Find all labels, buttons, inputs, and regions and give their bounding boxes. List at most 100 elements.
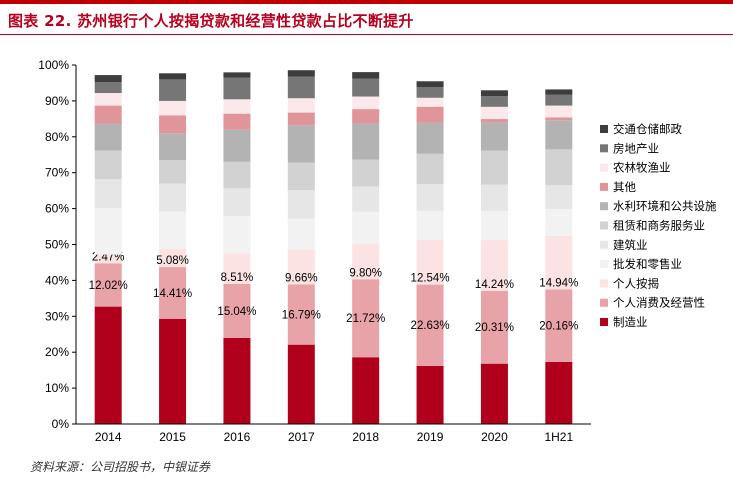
bar-segment xyxy=(223,188,251,216)
bar-segment xyxy=(352,109,380,124)
bar-segment xyxy=(159,183,187,212)
data-label: 20.16% xyxy=(539,321,578,333)
legend-swatch xyxy=(600,279,608,288)
bar-segment xyxy=(480,106,508,120)
legend-swatch xyxy=(600,125,608,133)
legend-label: 批发和零售业 xyxy=(613,257,682,271)
bar-segment xyxy=(223,77,251,100)
bar-segment xyxy=(480,96,508,107)
bar-segment xyxy=(545,235,573,290)
bar-segment xyxy=(287,112,315,126)
bar-segment xyxy=(159,133,187,161)
bar-segment xyxy=(287,284,315,345)
bar-segment xyxy=(94,123,122,151)
data-label: 14.24% xyxy=(475,279,514,291)
bar-segment xyxy=(416,106,444,123)
bar-segment xyxy=(94,254,122,264)
y-tick-label: 30% xyxy=(45,309,69,323)
legend-swatch xyxy=(600,298,608,307)
bar-segment xyxy=(159,160,187,184)
bar-segment xyxy=(287,98,315,113)
bar-segment xyxy=(416,284,444,366)
x-tick-label: 2018 xyxy=(352,430,379,444)
bar-segment xyxy=(480,119,508,123)
y-tick-label: 70% xyxy=(45,166,69,180)
bar-segment xyxy=(545,94,573,106)
legend-label: 农林牧渔业 xyxy=(613,161,671,175)
legend-swatch xyxy=(600,144,608,153)
bar-segment xyxy=(416,87,444,98)
bar-segment xyxy=(159,73,187,80)
legend-label: 房地产业 xyxy=(613,141,659,155)
bar-segment xyxy=(287,249,315,285)
legend-label: 水利环境和公共设施 xyxy=(613,199,717,213)
stacked-bar-chart: 0% 10% 20% 30% 40% 50% 60% 70% 80% 90% 100% 12.02% 2… xyxy=(38,58,717,444)
bar-segment xyxy=(480,290,508,364)
data-label: 9.66% xyxy=(285,272,318,284)
data-label: 22.63% xyxy=(411,320,450,332)
bar-segment xyxy=(287,70,315,77)
x-tick-label: 1H21 xyxy=(544,430,573,444)
bar-segment xyxy=(416,365,444,424)
bar-segment xyxy=(545,117,573,121)
bar-segment xyxy=(159,267,187,319)
bar-segment xyxy=(545,208,573,236)
x-tick-label: 2014 xyxy=(95,430,122,444)
bar-segment xyxy=(223,253,251,284)
bar-segment xyxy=(352,78,380,97)
bar-segment xyxy=(416,97,444,107)
bar-segment xyxy=(287,190,315,219)
source-note: 资料来源：公司招股书，中银证券 xyxy=(30,460,211,474)
bar-segment xyxy=(416,183,444,211)
legend-swatch xyxy=(600,260,608,269)
bar-segment xyxy=(159,211,187,249)
bar-segment xyxy=(287,125,315,163)
bar-segment xyxy=(223,337,251,424)
figure-title: 图表 22. 苏州银行个人按揭贷款和经营性贷款占比不断提升 xyxy=(8,12,414,30)
bar-segment xyxy=(223,72,251,78)
legend-swatch xyxy=(600,318,608,326)
data-label: 9.80% xyxy=(349,267,382,279)
y-tick-label: 10% xyxy=(45,381,69,395)
data-label: 8.51% xyxy=(221,272,254,284)
title-rule xyxy=(0,34,733,35)
bar-segment xyxy=(159,248,187,268)
top-accent-bar xyxy=(0,0,733,4)
bar-segment xyxy=(545,361,573,424)
bar-segment xyxy=(287,218,315,250)
bar-segment xyxy=(352,279,380,358)
bar-segment xyxy=(223,129,251,162)
bar-segment xyxy=(416,122,444,154)
bar-segment xyxy=(94,82,122,94)
bar-segment xyxy=(287,76,315,99)
legend-swatch xyxy=(600,240,608,249)
bar-segment xyxy=(352,96,380,110)
legend-label: 租赁和商务服务业 xyxy=(613,219,705,233)
y-tick-label: 80% xyxy=(45,130,69,144)
data-label: 12.54% xyxy=(411,273,450,285)
bar-segment xyxy=(223,113,251,130)
bar-segment xyxy=(287,162,315,191)
bar-segment xyxy=(94,93,122,106)
bar-segment xyxy=(159,115,187,134)
bar-segment xyxy=(545,89,573,95)
bar-segment xyxy=(480,239,508,291)
bar-segment xyxy=(94,179,122,208)
y-tick-label: 50% xyxy=(45,238,69,252)
bar-segment xyxy=(94,207,122,255)
bar-segment xyxy=(159,318,187,424)
data-label: 16.79% xyxy=(282,310,321,322)
bar-segment xyxy=(94,306,122,424)
legend-label: 个人消费及经营性 xyxy=(613,296,705,310)
legend-swatch xyxy=(600,202,608,211)
bar-segment xyxy=(352,72,380,79)
bar-segment xyxy=(223,99,251,114)
y-tick-label: 60% xyxy=(45,202,69,216)
x-tick-label: 2016 xyxy=(224,430,251,444)
data-label: 12.02% xyxy=(89,280,128,292)
bar-segment xyxy=(545,120,573,150)
bar-segment xyxy=(480,122,508,151)
bar-segment xyxy=(416,81,444,88)
bar-segment xyxy=(480,184,508,211)
bar-segment xyxy=(416,153,444,184)
